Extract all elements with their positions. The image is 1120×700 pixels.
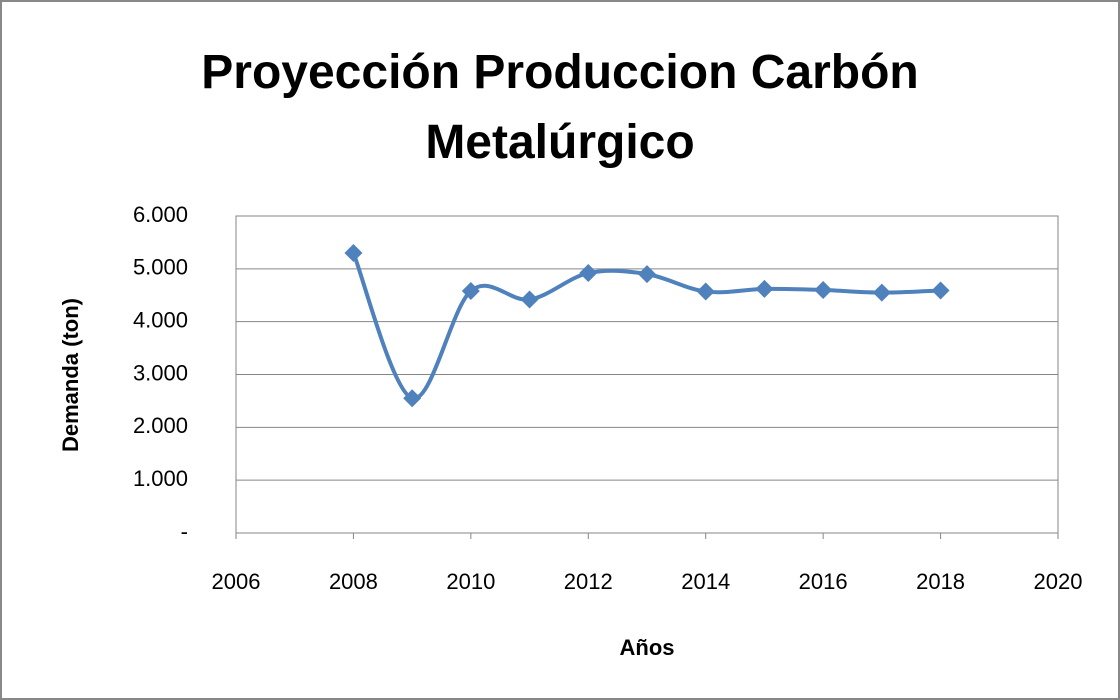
x-tick-label: 2010 (446, 569, 495, 594)
data-point (872, 283, 891, 302)
x-tick-label: 2014 (681, 569, 730, 594)
data-point (579, 264, 598, 283)
x-tick-label: 2012 (564, 569, 613, 594)
x-tick-label: 2020 (1034, 569, 1083, 594)
x-tick-label: 2008 (329, 569, 378, 594)
x-tick-label: 2006 (212, 569, 261, 594)
data-point (931, 281, 950, 300)
y-tick-label: 4.000 (133, 307, 188, 332)
data-point (755, 279, 774, 298)
y-tick-label: 5.000 (133, 255, 188, 280)
x-axis-label: Años (620, 635, 675, 660)
data-point (814, 280, 833, 299)
y-axis-label: Demanda (ton) (58, 298, 83, 452)
y-tick-label: 3.000 (133, 360, 188, 385)
y-tick-label: 1.000 (133, 466, 188, 491)
x-tick-label: 2018 (916, 569, 965, 594)
y-tick-label: 2.000 (133, 413, 188, 438)
data-point (403, 389, 422, 408)
y-tick-label: - (181, 519, 188, 544)
data-point (344, 243, 363, 262)
y-tick-label: 6.000 (133, 202, 188, 227)
chart-title: Proyección Produccion Carbón Metalúrgico (201, 46, 919, 169)
data-point (520, 290, 539, 309)
x-tick-label: 2016 (799, 569, 848, 594)
data-point (696, 282, 715, 301)
plot-border (235, 215, 1059, 534)
data-point (461, 282, 480, 301)
data-point (638, 265, 656, 284)
